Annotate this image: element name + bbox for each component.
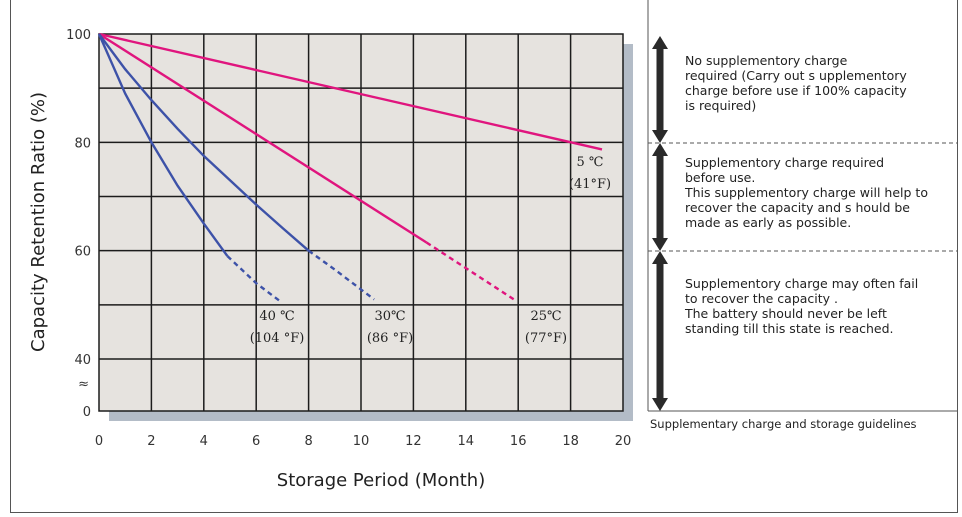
series-label: 25℃: [530, 309, 561, 324]
series-line-dashed: [307, 249, 375, 301]
series-label-fahrenheit: (77°F): [525, 331, 567, 346]
series-label-fahrenheit: (104 °F): [250, 331, 305, 346]
x-tick-label: 8: [304, 434, 312, 449]
series-line: [97, 33, 229, 257]
figure-frame: [10, 0, 958, 513]
x-tick-label: 10: [353, 434, 370, 449]
x-tick-label: 18: [562, 434, 579, 449]
y-tick-label: 0: [83, 405, 91, 420]
x-tick-label: 4: [200, 434, 208, 449]
series-label-fahrenheit: (86 °F): [367, 331, 413, 346]
x-tick-label: 2: [147, 434, 155, 449]
series-line: [98, 32, 428, 244]
series-label: 40 ℃: [259, 309, 294, 324]
x-tick-label: 16: [510, 434, 527, 449]
series-line: [98, 32, 603, 151]
x-axis-title: Storage Period (Month): [277, 470, 485, 491]
x-tick-label: 12: [405, 434, 422, 449]
y-tick-label: 100: [66, 28, 91, 43]
x-tick-label: 14: [458, 434, 475, 449]
x-tick-label: 6: [252, 434, 260, 449]
zone-arrow-no-charge: [652, 36, 668, 143]
series-label: 30℃: [374, 309, 405, 324]
series-label: 5 ℃: [577, 155, 604, 170]
y-axis-title: Capacity Retention Ratio (%): [28, 92, 49, 352]
guidelines-caption: Supplementary charge and storage guideli…: [650, 417, 917, 431]
y-tick-label: 60: [74, 245, 91, 260]
zone-text-no-charge: No supplementory charge required (Carry …: [685, 53, 907, 113]
zone-text-charge-may-fail: Supplementory charge may often fail to r…: [685, 276, 919, 336]
x-tick-label: 20: [615, 434, 632, 449]
axis-break-mark: ≈: [78, 377, 89, 392]
zone-arrow-charge-may-fail: [652, 251, 668, 411]
series-label-fahrenheit: (41°F): [569, 177, 611, 192]
y-tick-label: 80: [74, 136, 91, 151]
series-line-dashed: [226, 255, 281, 302]
x-tick-label: 0: [95, 434, 103, 449]
y-tick-label: 40: [74, 353, 91, 368]
zone-arrow-charge-required: [652, 143, 668, 251]
series-line: [98, 33, 310, 252]
zone-text-charge-required: Supplementory charge required before use…: [685, 155, 928, 230]
